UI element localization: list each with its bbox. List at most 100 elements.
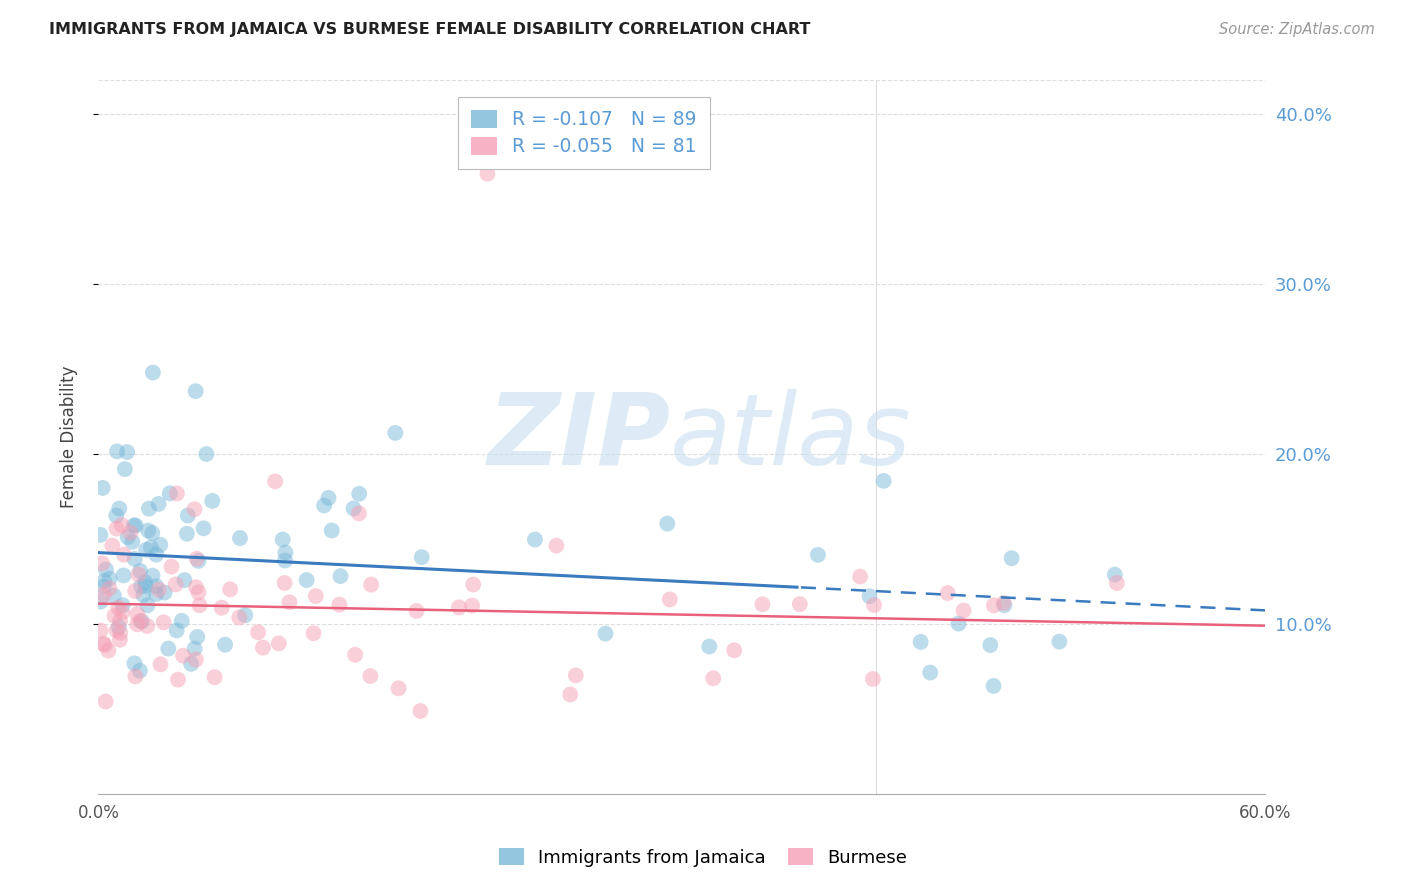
Point bbox=[108, 632, 131, 647]
Point bbox=[807, 548, 830, 562]
Point bbox=[127, 567, 149, 582]
Point bbox=[124, 584, 146, 599]
Point bbox=[93, 574, 115, 588]
Point bbox=[149, 538, 172, 552]
Point bbox=[108, 614, 131, 628]
Point bbox=[702, 671, 724, 685]
Point bbox=[121, 534, 143, 549]
Point bbox=[187, 554, 209, 568]
Point bbox=[1105, 576, 1128, 591]
Point bbox=[858, 589, 880, 603]
Point bbox=[97, 643, 120, 657]
Point bbox=[105, 444, 128, 458]
Point bbox=[94, 638, 117, 652]
Point bbox=[329, 569, 352, 583]
Y-axis label: Female Disability: Female Disability bbox=[59, 366, 77, 508]
Point bbox=[89, 595, 111, 609]
Point bbox=[159, 486, 181, 500]
Point bbox=[173, 573, 195, 587]
Point bbox=[141, 568, 163, 582]
Point bbox=[321, 524, 343, 538]
Point bbox=[411, 550, 433, 565]
Point bbox=[183, 641, 205, 656]
Point bbox=[314, 499, 336, 513]
Point bbox=[103, 589, 125, 603]
Point bbox=[112, 548, 135, 562]
Point bbox=[107, 620, 129, 634]
Point bbox=[115, 445, 138, 459]
Point bbox=[723, 643, 745, 657]
Point bbox=[278, 595, 301, 609]
Point bbox=[274, 545, 297, 559]
Point bbox=[993, 596, 1015, 610]
Point bbox=[195, 447, 218, 461]
Point bbox=[1047, 634, 1070, 648]
Point bbox=[111, 518, 134, 533]
Point bbox=[342, 501, 364, 516]
Point bbox=[184, 580, 207, 594]
Point bbox=[347, 507, 370, 521]
Point bbox=[136, 619, 159, 633]
Point bbox=[91, 557, 114, 571]
Point bbox=[983, 679, 1005, 693]
Point bbox=[936, 586, 959, 600]
Point bbox=[267, 636, 290, 650]
Point bbox=[136, 599, 159, 613]
Point bbox=[359, 669, 381, 683]
Point bbox=[138, 501, 160, 516]
Point bbox=[134, 579, 156, 593]
Point bbox=[657, 516, 679, 531]
Point bbox=[274, 553, 297, 567]
Legend: Immigrants from Jamaica, Burmese: Immigrants from Jamaica, Burmese bbox=[492, 841, 914, 874]
Point bbox=[183, 502, 205, 516]
Point bbox=[910, 635, 932, 649]
Point bbox=[461, 599, 484, 613]
Point bbox=[142, 366, 165, 380]
Point bbox=[177, 508, 200, 523]
Point bbox=[1001, 551, 1024, 566]
Point bbox=[166, 486, 188, 500]
Point bbox=[697, 640, 720, 654]
Point bbox=[387, 681, 409, 696]
Point bbox=[152, 615, 174, 630]
Point bbox=[160, 559, 183, 574]
Point bbox=[129, 614, 152, 628]
Point bbox=[176, 526, 198, 541]
Point bbox=[546, 539, 568, 553]
Point bbox=[233, 608, 256, 623]
Point bbox=[318, 491, 340, 505]
Point bbox=[167, 673, 190, 687]
Point bbox=[409, 704, 432, 718]
Point bbox=[107, 600, 129, 615]
Point bbox=[114, 462, 136, 476]
Text: IMMIGRANTS FROM JAMAICA VS BURMESE FEMALE DISABILITY CORRELATION CHART: IMMIGRANTS FROM JAMAICA VS BURMESE FEMAL… bbox=[49, 22, 811, 37]
Point bbox=[273, 576, 295, 591]
Point bbox=[103, 608, 125, 623]
Point bbox=[1104, 567, 1126, 582]
Point bbox=[105, 522, 128, 536]
Point bbox=[117, 530, 139, 544]
Point bbox=[93, 637, 115, 651]
Point bbox=[214, 638, 236, 652]
Point bbox=[247, 625, 270, 640]
Point bbox=[523, 533, 546, 547]
Point bbox=[186, 630, 208, 644]
Point bbox=[993, 599, 1015, 613]
Point bbox=[145, 579, 167, 593]
Point bbox=[849, 569, 872, 583]
Point bbox=[105, 508, 128, 523]
Point bbox=[201, 494, 224, 508]
Point bbox=[93, 580, 115, 594]
Point bbox=[134, 575, 156, 590]
Point bbox=[565, 668, 588, 682]
Point bbox=[983, 599, 1005, 613]
Point bbox=[132, 588, 155, 602]
Point bbox=[447, 600, 470, 615]
Point bbox=[347, 487, 370, 501]
Point bbox=[172, 648, 194, 663]
Point bbox=[180, 657, 202, 671]
Point bbox=[136, 524, 159, 538]
Point bbox=[328, 598, 350, 612]
Point bbox=[129, 579, 152, 593]
Point bbox=[110, 625, 132, 640]
